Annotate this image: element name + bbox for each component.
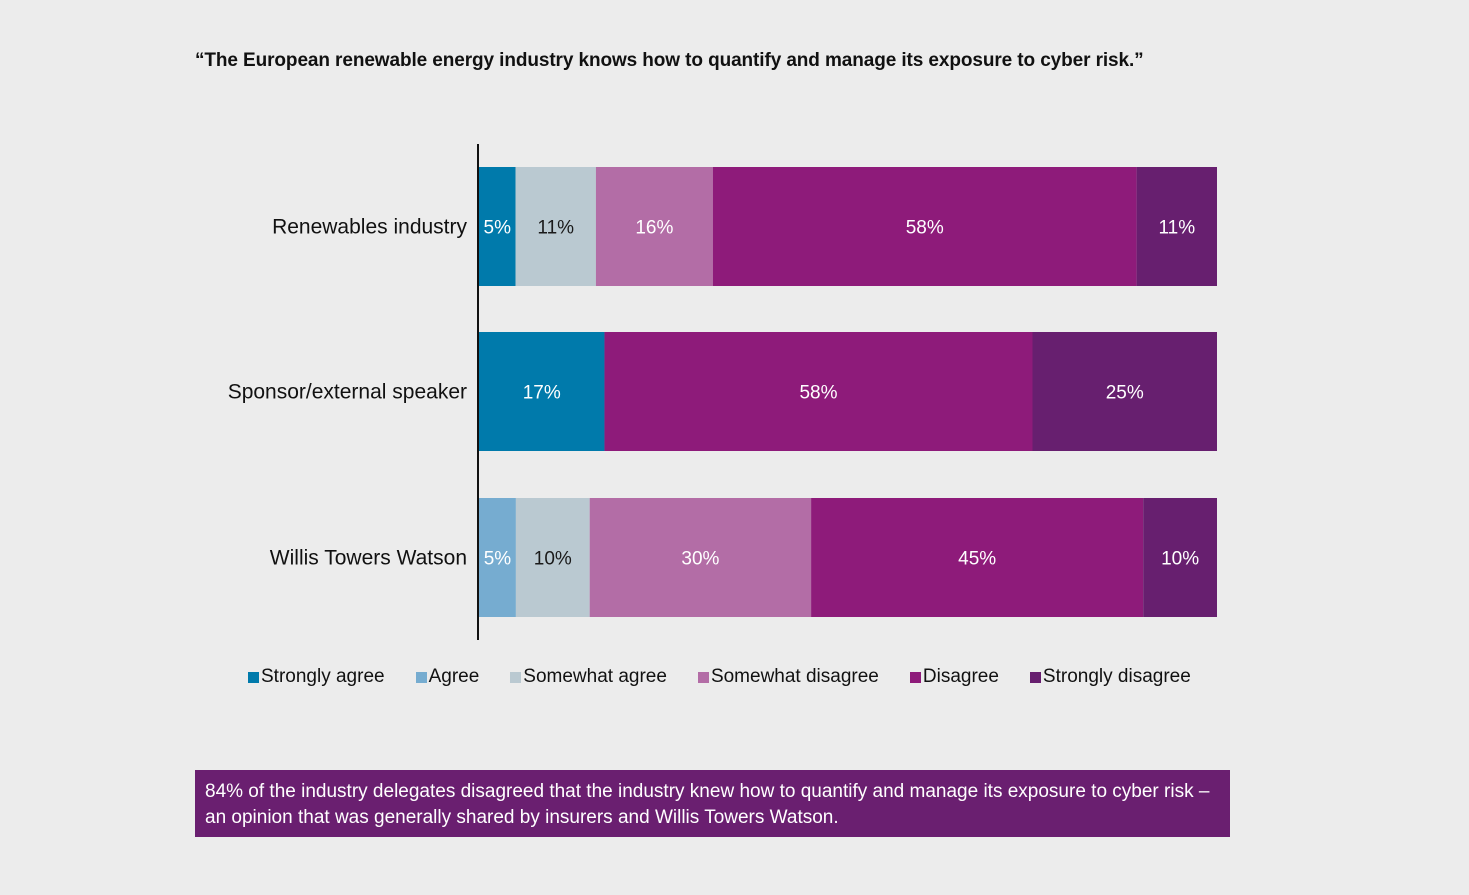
data-label: 17% — [523, 383, 561, 404]
legend-swatch — [909, 671, 921, 683]
category-label: Willis Towers Watson — [270, 547, 467, 570]
data-label: 11% — [537, 218, 574, 239]
data-label: 58% — [799, 383, 837, 404]
data-label: 16% — [635, 218, 673, 239]
bar-segment — [479, 498, 516, 617]
data-label: 45% — [958, 549, 996, 570]
legend-item: Strongly agree — [248, 666, 385, 688]
bar-segment — [515, 498, 590, 617]
bar-segment — [515, 167, 596, 286]
bar-segment — [1032, 332, 1217, 451]
data-label: 5% — [484, 549, 512, 570]
bar-segment — [479, 332, 605, 451]
data-label: 10% — [534, 549, 572, 570]
legend-swatch — [248, 671, 259, 683]
legend-swatch — [697, 671, 709, 683]
legend-item: Somewhat disagree — [697, 666, 879, 688]
legend-label: Disagree — [922, 666, 999, 687]
bar-segment — [1136, 167, 1217, 286]
legend-swatch — [415, 671, 427, 683]
data-label: 5% — [484, 218, 512, 239]
bar-segment — [712, 167, 1137, 286]
bars-layer: 5% 11% 16% 58% 11% 17% 58% 25% 5% 10% 30% 45% 10% — [479, 167, 1217, 617]
legend-swatch — [510, 671, 522, 683]
data-label: 58% — [906, 218, 944, 239]
legend-label: Strongly agree — [261, 666, 385, 687]
category-label: Renewables industry — [272, 216, 467, 239]
data-label: 30% — [681, 549, 719, 570]
category-label: Sponsor/external speaker — [228, 381, 467, 404]
bar-segment — [1143, 498, 1217, 617]
bar-segment — [595, 167, 713, 286]
bar-segment — [811, 498, 1144, 617]
chart-title: “The European renewable energy industry … — [195, 50, 1144, 71]
category-labels-layer: Renewables industry Sponsor/external spea… — [228, 216, 468, 570]
legend-swatch — [1029, 671, 1041, 683]
legend-label: Somewhat disagree — [710, 666, 879, 687]
data-label: 10% — [1161, 549, 1199, 570]
bar-segment — [589, 498, 812, 617]
stacked-bar-chart: 5% 11% 16% 58% 11% 17% 58% 25% 5% 10% 30% 45% 10% Re… — [228, 144, 1217, 640]
legend-item: Agree — [415, 666, 480, 688]
callout-box: 84% of the industry delegates disagreed … — [195, 770, 1230, 837]
legend-label: Somewhat agree — [523, 666, 667, 687]
bar-segment — [604, 332, 1033, 451]
legend-item: Strongly disagree — [1029, 666, 1191, 688]
data-label: 11% — [1158, 218, 1195, 239]
legend-item: Somewhat agree — [510, 666, 667, 688]
legend-label: Strongly disagree — [1042, 666, 1191, 687]
data-label: 25% — [1106, 383, 1144, 404]
bar-segment — [479, 167, 516, 286]
legend: Strongly agree Agree Somewhat agree Somewha… — [248, 666, 1191, 688]
legend-label: Agree — [428, 666, 480, 687]
callout-text: 84% of the industry delegates disagreed … — [205, 781, 1210, 828]
legend-item: Disagree — [909, 666, 999, 688]
